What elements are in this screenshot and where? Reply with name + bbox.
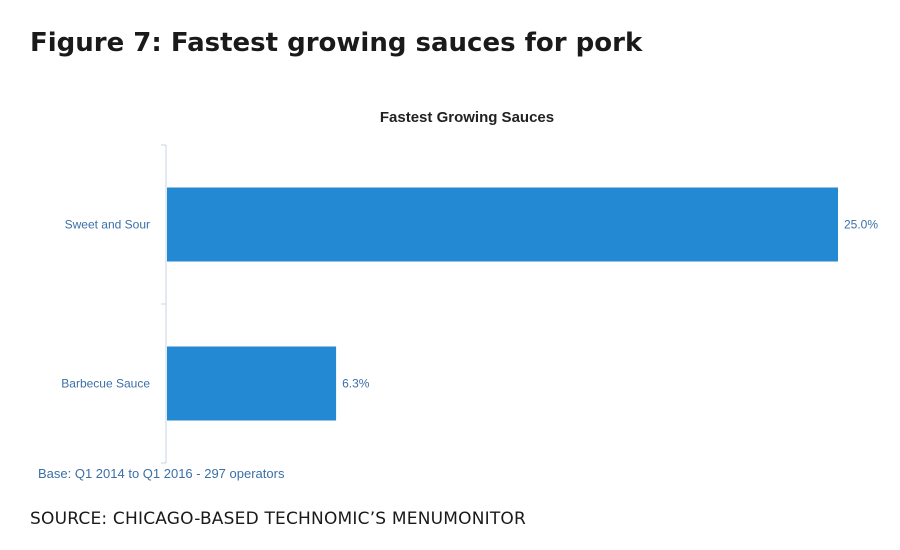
bar-barbecue-sauce[interactable]: [167, 346, 337, 421]
chart-title: Fastest Growing Sauces: [380, 109, 554, 126]
value-label: 6.3%: [342, 377, 370, 391]
category-label: Barbecue Sauce: [61, 377, 150, 391]
source-line: SOURCE: CHICAGO-BASED TECHNOMIC’S MENUMO…: [30, 509, 527, 529]
base-note: Base: Q1 2014 to Q1 2016 - 297 operators: [38, 466, 285, 481]
bar-chart: Fastest Growing Sauces Sweet and Sour 25.…: [38, 109, 878, 481]
figure-title: Figure 7: Fastest growing sauces for por…: [30, 28, 643, 58]
value-label: 25.0%: [844, 218, 878, 232]
plot-area: Sweet and Sour 25.0% Barbecue Sauce 6.3%: [61, 144, 878, 464]
category-label: Sweet and Sour: [65, 218, 150, 232]
bar-sweet-and-sour[interactable]: [167, 187, 838, 262]
